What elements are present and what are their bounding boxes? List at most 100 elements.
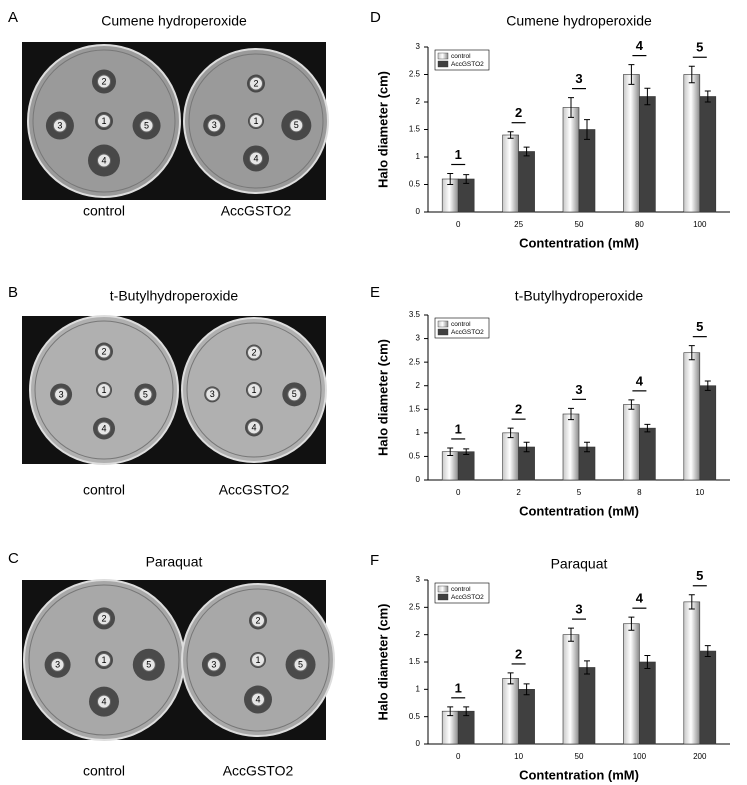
photo-label: AccGSTO2: [219, 482, 290, 498]
error-bar: [644, 423, 651, 433]
disk: [247, 420, 261, 435]
photo-label: control: [83, 763, 125, 779]
error-bar: [568, 407, 574, 421]
disk: [251, 613, 265, 628]
x-tick-label: 10: [514, 752, 523, 761]
disk-label: 2: [101, 346, 106, 356]
y-tick-label: 0.5: [409, 452, 421, 461]
y-tick-label: 2.5: [409, 357, 421, 366]
legend-label: AccGSTO2: [451, 329, 484, 336]
bar: [578, 129, 596, 213]
x-tick-label: 5: [577, 488, 582, 497]
disk: [205, 387, 220, 402]
bar: [502, 134, 519, 213]
disk-label: 4: [101, 155, 106, 165]
x-tick-label: 0: [456, 752, 461, 761]
disk: [138, 387, 153, 402]
y-tick-label: 3: [416, 575, 421, 584]
disk-label: 3: [211, 659, 216, 669]
group-label: 2: [515, 646, 522, 661]
disk-label: 2: [251, 347, 256, 357]
legend-swatch: [437, 585, 449, 593]
group-label: 5: [696, 319, 703, 334]
legend-box: [434, 317, 490, 339]
disk: [97, 421, 111, 436]
disk: [97, 694, 111, 709]
error-bar: [704, 90, 711, 103]
disk-label: 1: [101, 655, 106, 665]
group-label: 5: [696, 568, 703, 583]
error-bar: [704, 645, 711, 658]
disk: [207, 118, 222, 133]
panel-letter: D: [370, 9, 381, 26]
disk: [251, 692, 265, 707]
disk: [97, 383, 111, 397]
chart-title: Paraquat: [551, 556, 608, 572]
photo-label: control: [83, 203, 125, 219]
error-bar: [447, 447, 454, 456]
disk-label: 1: [101, 385, 106, 395]
bar: [562, 634, 580, 745]
disk-label: 5: [144, 120, 149, 130]
disk: [249, 114, 263, 128]
bar: [562, 413, 580, 481]
disk-label: 2: [255, 615, 260, 625]
group-label: 1: [455, 147, 462, 162]
disk-label: 4: [255, 694, 260, 704]
disk-label: 3: [55, 660, 60, 670]
group-label: 3: [575, 71, 582, 86]
error-bar: [584, 441, 590, 453]
x-tick-label: 50: [575, 752, 584, 761]
group-label: 2: [515, 402, 522, 417]
panel-letter: E: [370, 284, 380, 301]
bar: [578, 667, 596, 745]
y-tick-label: 3: [416, 334, 421, 343]
error-bar: [463, 448, 470, 456]
bar: [457, 451, 475, 481]
legend-label: AccGSTO2: [451, 594, 484, 601]
x-tick-label: 10: [695, 488, 704, 497]
legend-label: control: [451, 53, 471, 60]
bar: [562, 107, 580, 213]
y-tick-label: 1: [416, 684, 421, 693]
panel-letter: A: [8, 9, 18, 26]
error-bar: [644, 87, 651, 106]
y-tick-label: 2.5: [409, 70, 421, 79]
error-bar: [704, 380, 711, 391]
x-tick-label: 8: [637, 488, 642, 497]
disk-label: 4: [101, 696, 106, 706]
disk: [206, 657, 221, 672]
bar: [502, 678, 519, 745]
bar: [518, 689, 535, 745]
y-axis-label: Halo diameter (cm): [375, 339, 390, 456]
bar: [683, 352, 701, 481]
petri-dish-inner: [188, 53, 324, 189]
bar: [518, 151, 535, 213]
group-label: 1: [455, 680, 462, 695]
x-axis-label: Contentration (mM): [519, 767, 639, 782]
y-tick-label: 0: [416, 207, 421, 216]
disk: [97, 74, 111, 89]
error-bar: [507, 427, 514, 439]
disk-label: 1: [253, 116, 258, 126]
bar: [683, 74, 701, 213]
panel-letter: C: [8, 550, 19, 567]
error-bar: [463, 706, 470, 717]
disk-label: 5: [146, 660, 151, 670]
disk-label: 5: [292, 389, 297, 399]
bar: [457, 710, 475, 745]
x-axis-label: Contentration (mM): [519, 235, 639, 250]
group-label: 4: [636, 591, 644, 606]
x-tick-label: 25: [514, 220, 523, 229]
error-bar: [628, 64, 635, 85]
x-tick-label: 100: [633, 752, 647, 761]
error-bar: [568, 627, 574, 642]
y-tick-label: 1.5: [409, 404, 421, 413]
group-label: 5: [696, 40, 703, 55]
petri-dish-inner: [28, 584, 180, 736]
disk-label: 5: [294, 120, 299, 130]
error-bar: [523, 441, 530, 453]
error-bar: [644, 654, 651, 670]
bar: [502, 432, 519, 481]
petri-dish-inner: [32, 49, 176, 193]
